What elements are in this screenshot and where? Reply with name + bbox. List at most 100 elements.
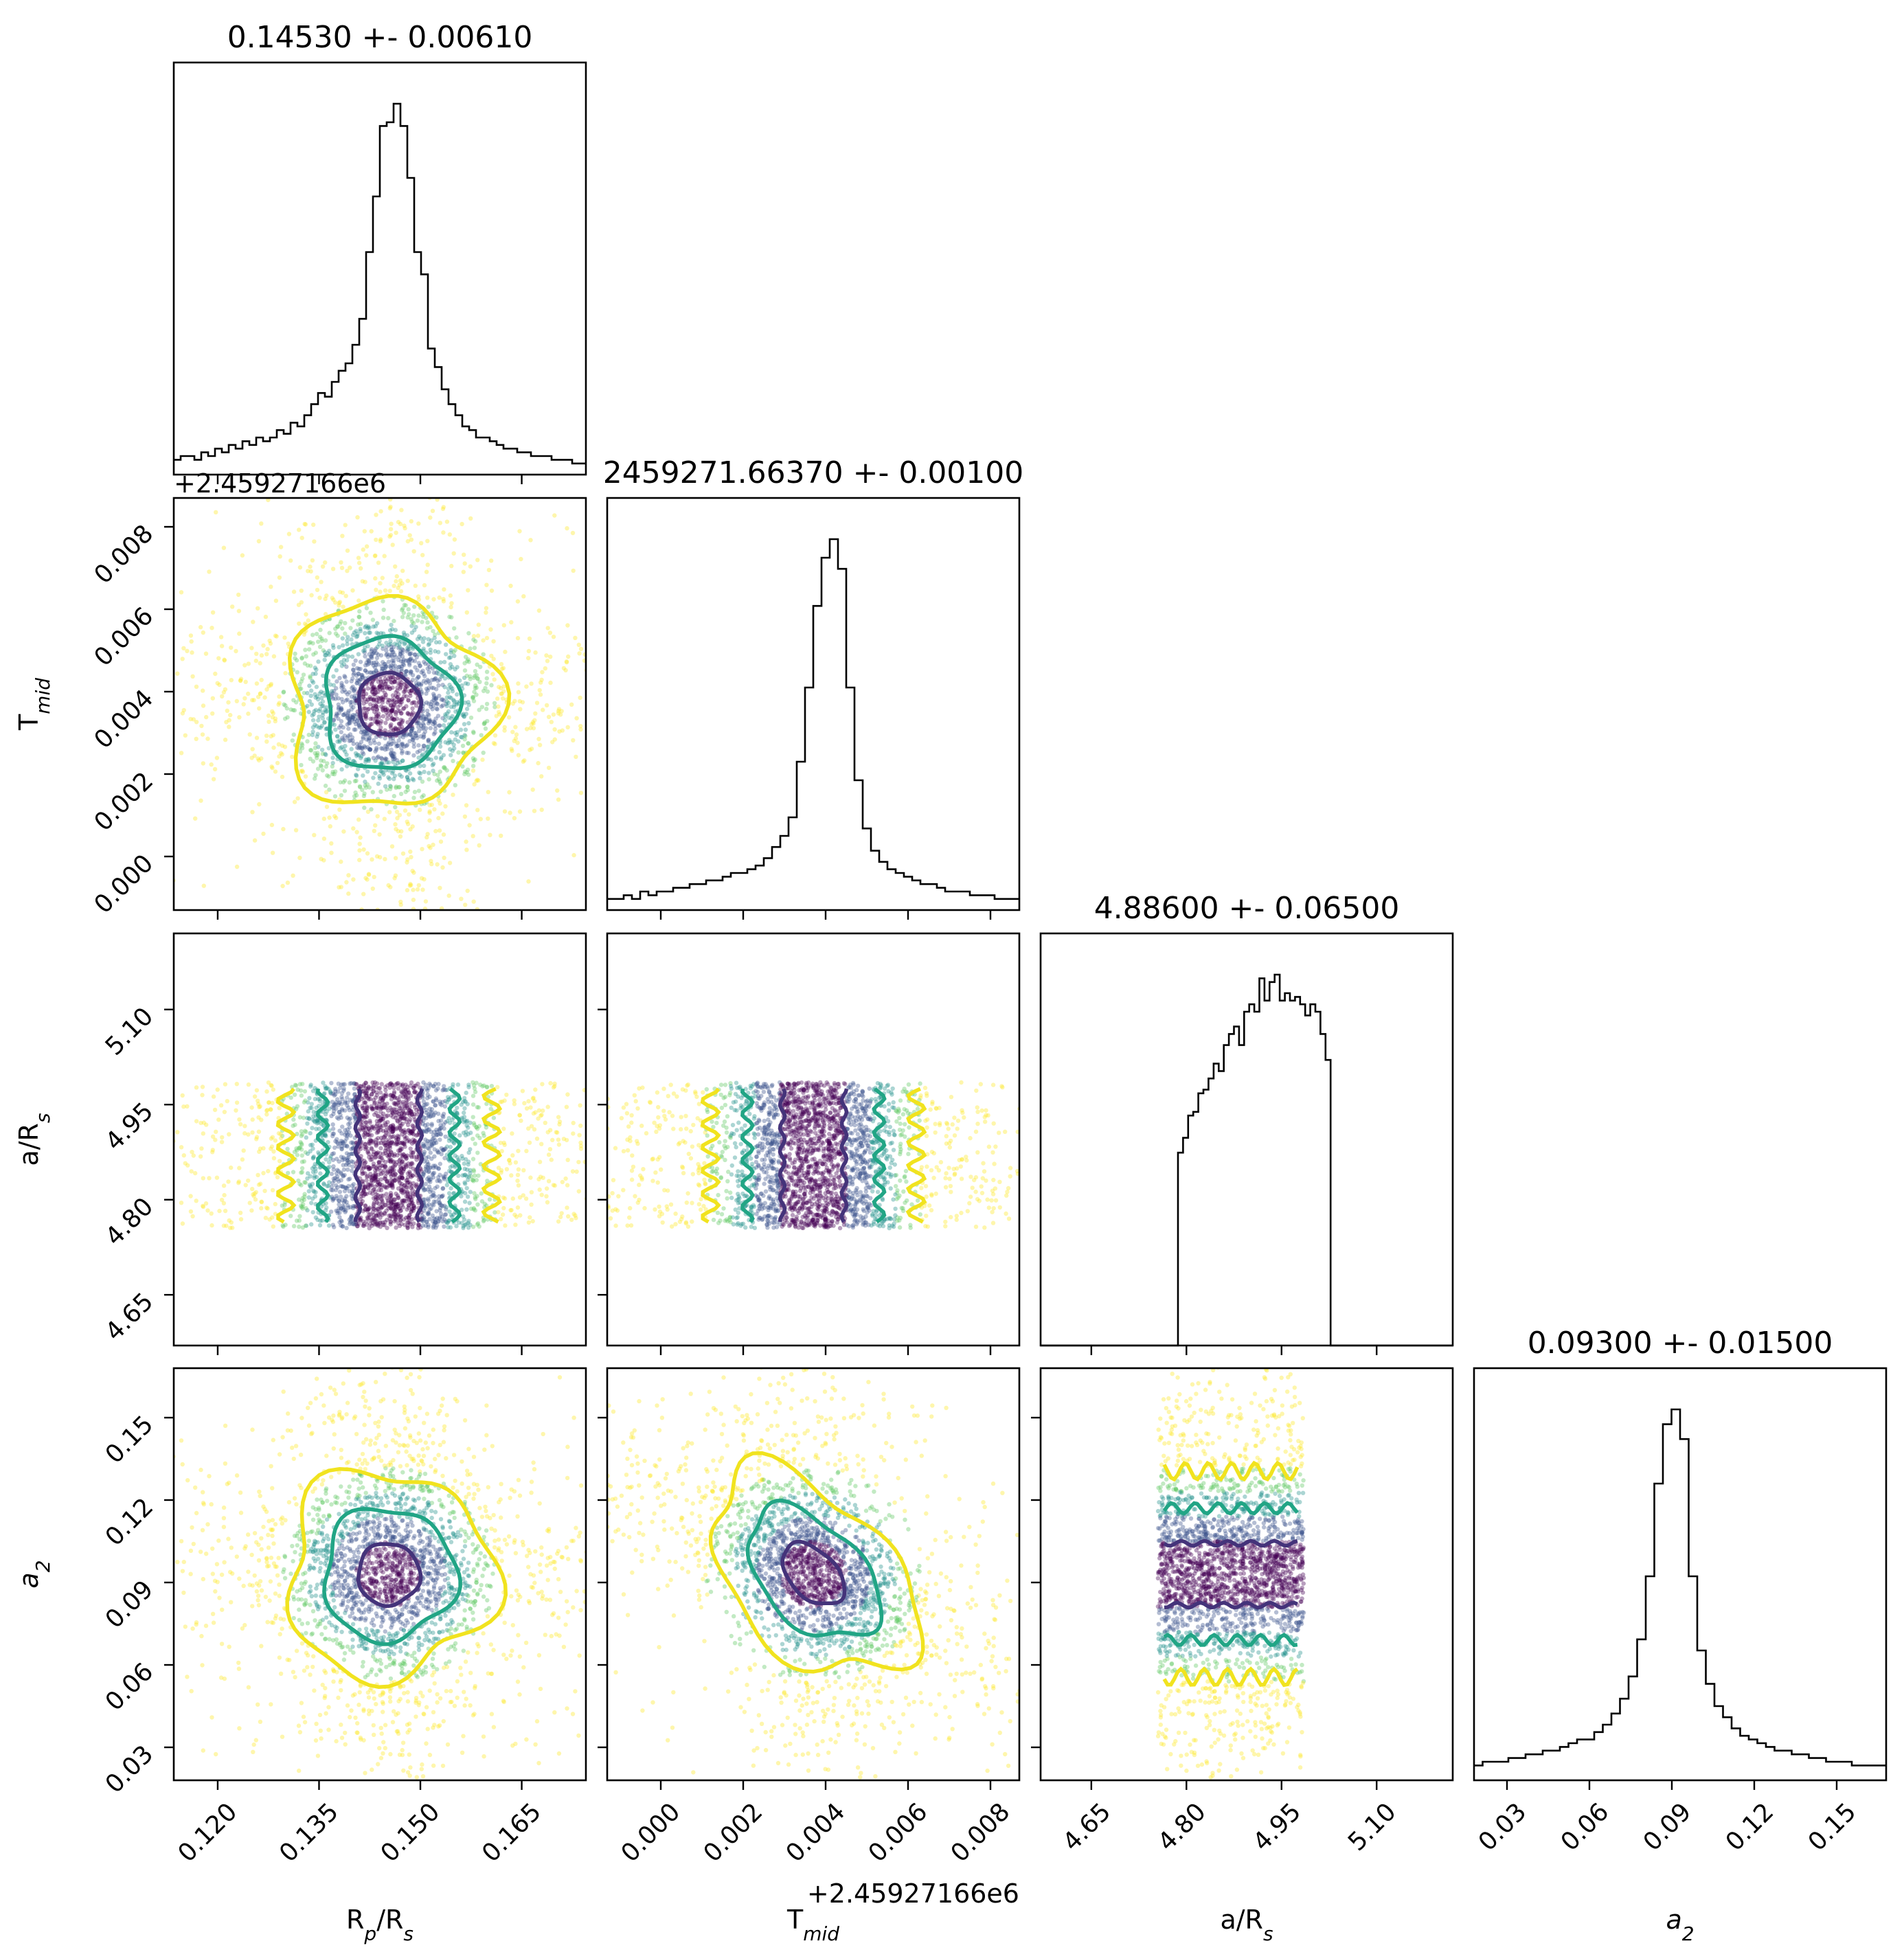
scatter-point xyxy=(288,707,293,712)
scatter-point xyxy=(339,1102,344,1106)
scatter-point xyxy=(370,679,375,684)
scatter-point xyxy=(374,669,378,674)
scatter-point xyxy=(389,1207,394,1212)
scatter-point xyxy=(344,658,350,663)
scatter-point xyxy=(471,637,476,642)
scatter-point xyxy=(303,1098,308,1103)
scatter-point xyxy=(384,1093,389,1099)
scatter-point xyxy=(464,673,469,679)
scatter-point xyxy=(394,1213,398,1218)
scatter-point xyxy=(394,694,400,700)
scatter-point xyxy=(364,1114,370,1120)
scatter-point xyxy=(394,1218,398,1223)
scatter-point xyxy=(472,1122,477,1128)
scatter-point xyxy=(408,1222,413,1227)
scatter-point xyxy=(386,659,392,664)
scatter-point xyxy=(391,1115,396,1120)
scatter-point xyxy=(383,1164,387,1168)
scatter-point xyxy=(531,1111,536,1116)
scatter-point xyxy=(424,1126,429,1131)
scatter-point xyxy=(418,723,424,728)
scatter-point xyxy=(294,1146,299,1151)
scatter-point xyxy=(351,667,356,672)
scatter-point xyxy=(371,435,375,439)
scatter-point xyxy=(397,1150,403,1156)
scatter-point xyxy=(468,646,473,651)
scatter-point xyxy=(319,636,324,642)
scatter-point xyxy=(420,614,425,619)
scatter-point xyxy=(374,1119,379,1124)
scatter-point xyxy=(380,1097,385,1102)
scatter-point xyxy=(526,1099,531,1104)
scatter-point xyxy=(629,699,633,703)
scatter-point xyxy=(381,770,385,775)
scatter-point xyxy=(409,726,415,731)
scatter-point xyxy=(398,1174,403,1180)
scatter-point xyxy=(404,704,409,709)
scatter-point xyxy=(398,899,403,905)
scatter-point xyxy=(330,567,336,571)
scatter-point xyxy=(388,665,394,670)
scatter-point xyxy=(473,1173,477,1178)
scatter-point xyxy=(336,707,341,712)
scatter-point xyxy=(384,1124,389,1130)
scatter-point xyxy=(426,642,431,648)
scatter-point xyxy=(339,681,344,685)
scatter-point xyxy=(422,674,427,679)
scatter-point xyxy=(389,521,394,526)
scatter-point xyxy=(179,1145,184,1150)
scatter-point xyxy=(238,678,243,683)
scatter-point xyxy=(76,701,80,705)
scatter-point xyxy=(225,1099,229,1104)
scatter-point xyxy=(371,1179,376,1183)
scatter-point xyxy=(354,753,359,758)
scatter-point xyxy=(354,741,360,747)
scatter-point xyxy=(363,1142,367,1147)
scatter-point xyxy=(378,682,384,687)
scatter-point xyxy=(391,755,396,760)
scatter-point xyxy=(465,1102,470,1106)
scatter-point xyxy=(378,1116,384,1121)
scatter-point xyxy=(375,755,380,760)
scatter-point xyxy=(414,1182,419,1187)
scatter-point xyxy=(343,1210,348,1214)
scatter-point xyxy=(199,723,204,729)
scatter-point xyxy=(271,1087,275,1092)
scatter-point xyxy=(362,648,367,653)
scatter-point xyxy=(392,583,396,589)
scatter-point xyxy=(313,707,319,713)
scatter-point xyxy=(431,1170,437,1176)
scatter-point xyxy=(367,1120,372,1125)
scatter-point xyxy=(163,687,168,691)
scatter-point xyxy=(416,674,421,679)
scatter-point xyxy=(276,742,282,747)
scatter-point xyxy=(352,693,357,698)
scatter-point xyxy=(392,1159,396,1164)
scatter-point xyxy=(453,737,457,742)
scatter-point xyxy=(273,633,278,638)
scatter-point xyxy=(368,741,373,746)
scatter-point xyxy=(426,1170,431,1174)
scatter-point xyxy=(352,1222,356,1227)
scatter-point xyxy=(440,703,445,708)
scatter-point xyxy=(345,716,350,720)
scatter-point xyxy=(362,1192,367,1197)
scatter-point xyxy=(428,650,433,655)
scatter-point xyxy=(411,613,416,618)
scatter-point xyxy=(394,1139,400,1145)
scatter-point xyxy=(396,785,401,790)
scatter-point xyxy=(212,767,218,772)
scatter-point xyxy=(471,729,476,734)
scatter-point xyxy=(384,1192,389,1196)
scatter-point xyxy=(163,1144,168,1148)
scatter-point xyxy=(416,743,421,748)
scatter-point xyxy=(407,1090,411,1095)
scatter-point xyxy=(359,1215,363,1221)
scatter-point xyxy=(360,727,365,732)
scatter-point xyxy=(366,1094,372,1099)
scatter-point xyxy=(333,626,338,631)
scatter-point xyxy=(361,692,366,696)
scatter-point xyxy=(403,924,407,928)
scatter-point xyxy=(337,589,343,595)
scatter-point xyxy=(587,1162,591,1166)
